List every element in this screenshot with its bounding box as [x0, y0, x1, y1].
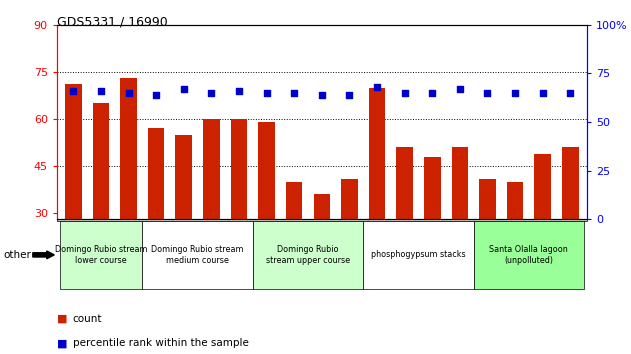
Bar — [369, 87, 386, 219]
Bar — [203, 119, 220, 219]
Point — [399, 90, 410, 96]
Text: ■: ■ — [57, 314, 68, 324]
Point — [124, 90, 134, 96]
Point — [427, 90, 437, 96]
Text: GDS5331 / 16990: GDS5331 / 16990 — [57, 16, 168, 29]
Point — [482, 90, 492, 96]
Point — [289, 90, 299, 96]
Point — [317, 92, 327, 98]
Bar — [231, 119, 247, 219]
Point — [234, 88, 244, 94]
Point — [538, 90, 548, 96]
Text: ■: ■ — [57, 338, 68, 348]
Bar — [507, 182, 523, 219]
Bar — [148, 129, 165, 219]
Text: Domingo Rubio
stream upper course: Domingo Rubio stream upper course — [266, 245, 350, 264]
Point — [96, 88, 106, 94]
Point — [68, 88, 78, 94]
Bar — [424, 157, 440, 219]
Bar — [286, 182, 302, 219]
Bar — [93, 103, 109, 219]
Point — [372, 84, 382, 90]
Bar — [452, 147, 468, 219]
Bar — [121, 78, 137, 219]
Point — [206, 90, 216, 96]
Bar — [314, 194, 330, 219]
Point — [565, 90, 575, 96]
Bar — [175, 135, 192, 219]
Text: Domingo Rubio stream
lower course: Domingo Rubio stream lower course — [55, 245, 147, 264]
Bar — [396, 147, 413, 219]
Text: Santa Olalla lagoon
(unpolluted): Santa Olalla lagoon (unpolluted) — [490, 245, 569, 264]
Text: other: other — [3, 250, 31, 260]
Point — [455, 86, 465, 92]
Point — [179, 86, 189, 92]
Text: percentile rank within the sample: percentile rank within the sample — [73, 338, 249, 348]
Text: Domingo Rubio stream
medium course: Domingo Rubio stream medium course — [151, 245, 244, 264]
Bar — [341, 179, 358, 219]
Point — [261, 90, 271, 96]
Bar — [562, 147, 579, 219]
Point — [345, 92, 355, 98]
Point — [151, 92, 162, 98]
Bar — [65, 85, 81, 219]
Text: count: count — [73, 314, 102, 324]
Point — [510, 90, 520, 96]
Text: phosphogypsum stacks: phosphogypsum stacks — [371, 250, 466, 259]
Bar — [479, 179, 496, 219]
Bar — [258, 122, 275, 219]
Bar — [534, 154, 551, 219]
